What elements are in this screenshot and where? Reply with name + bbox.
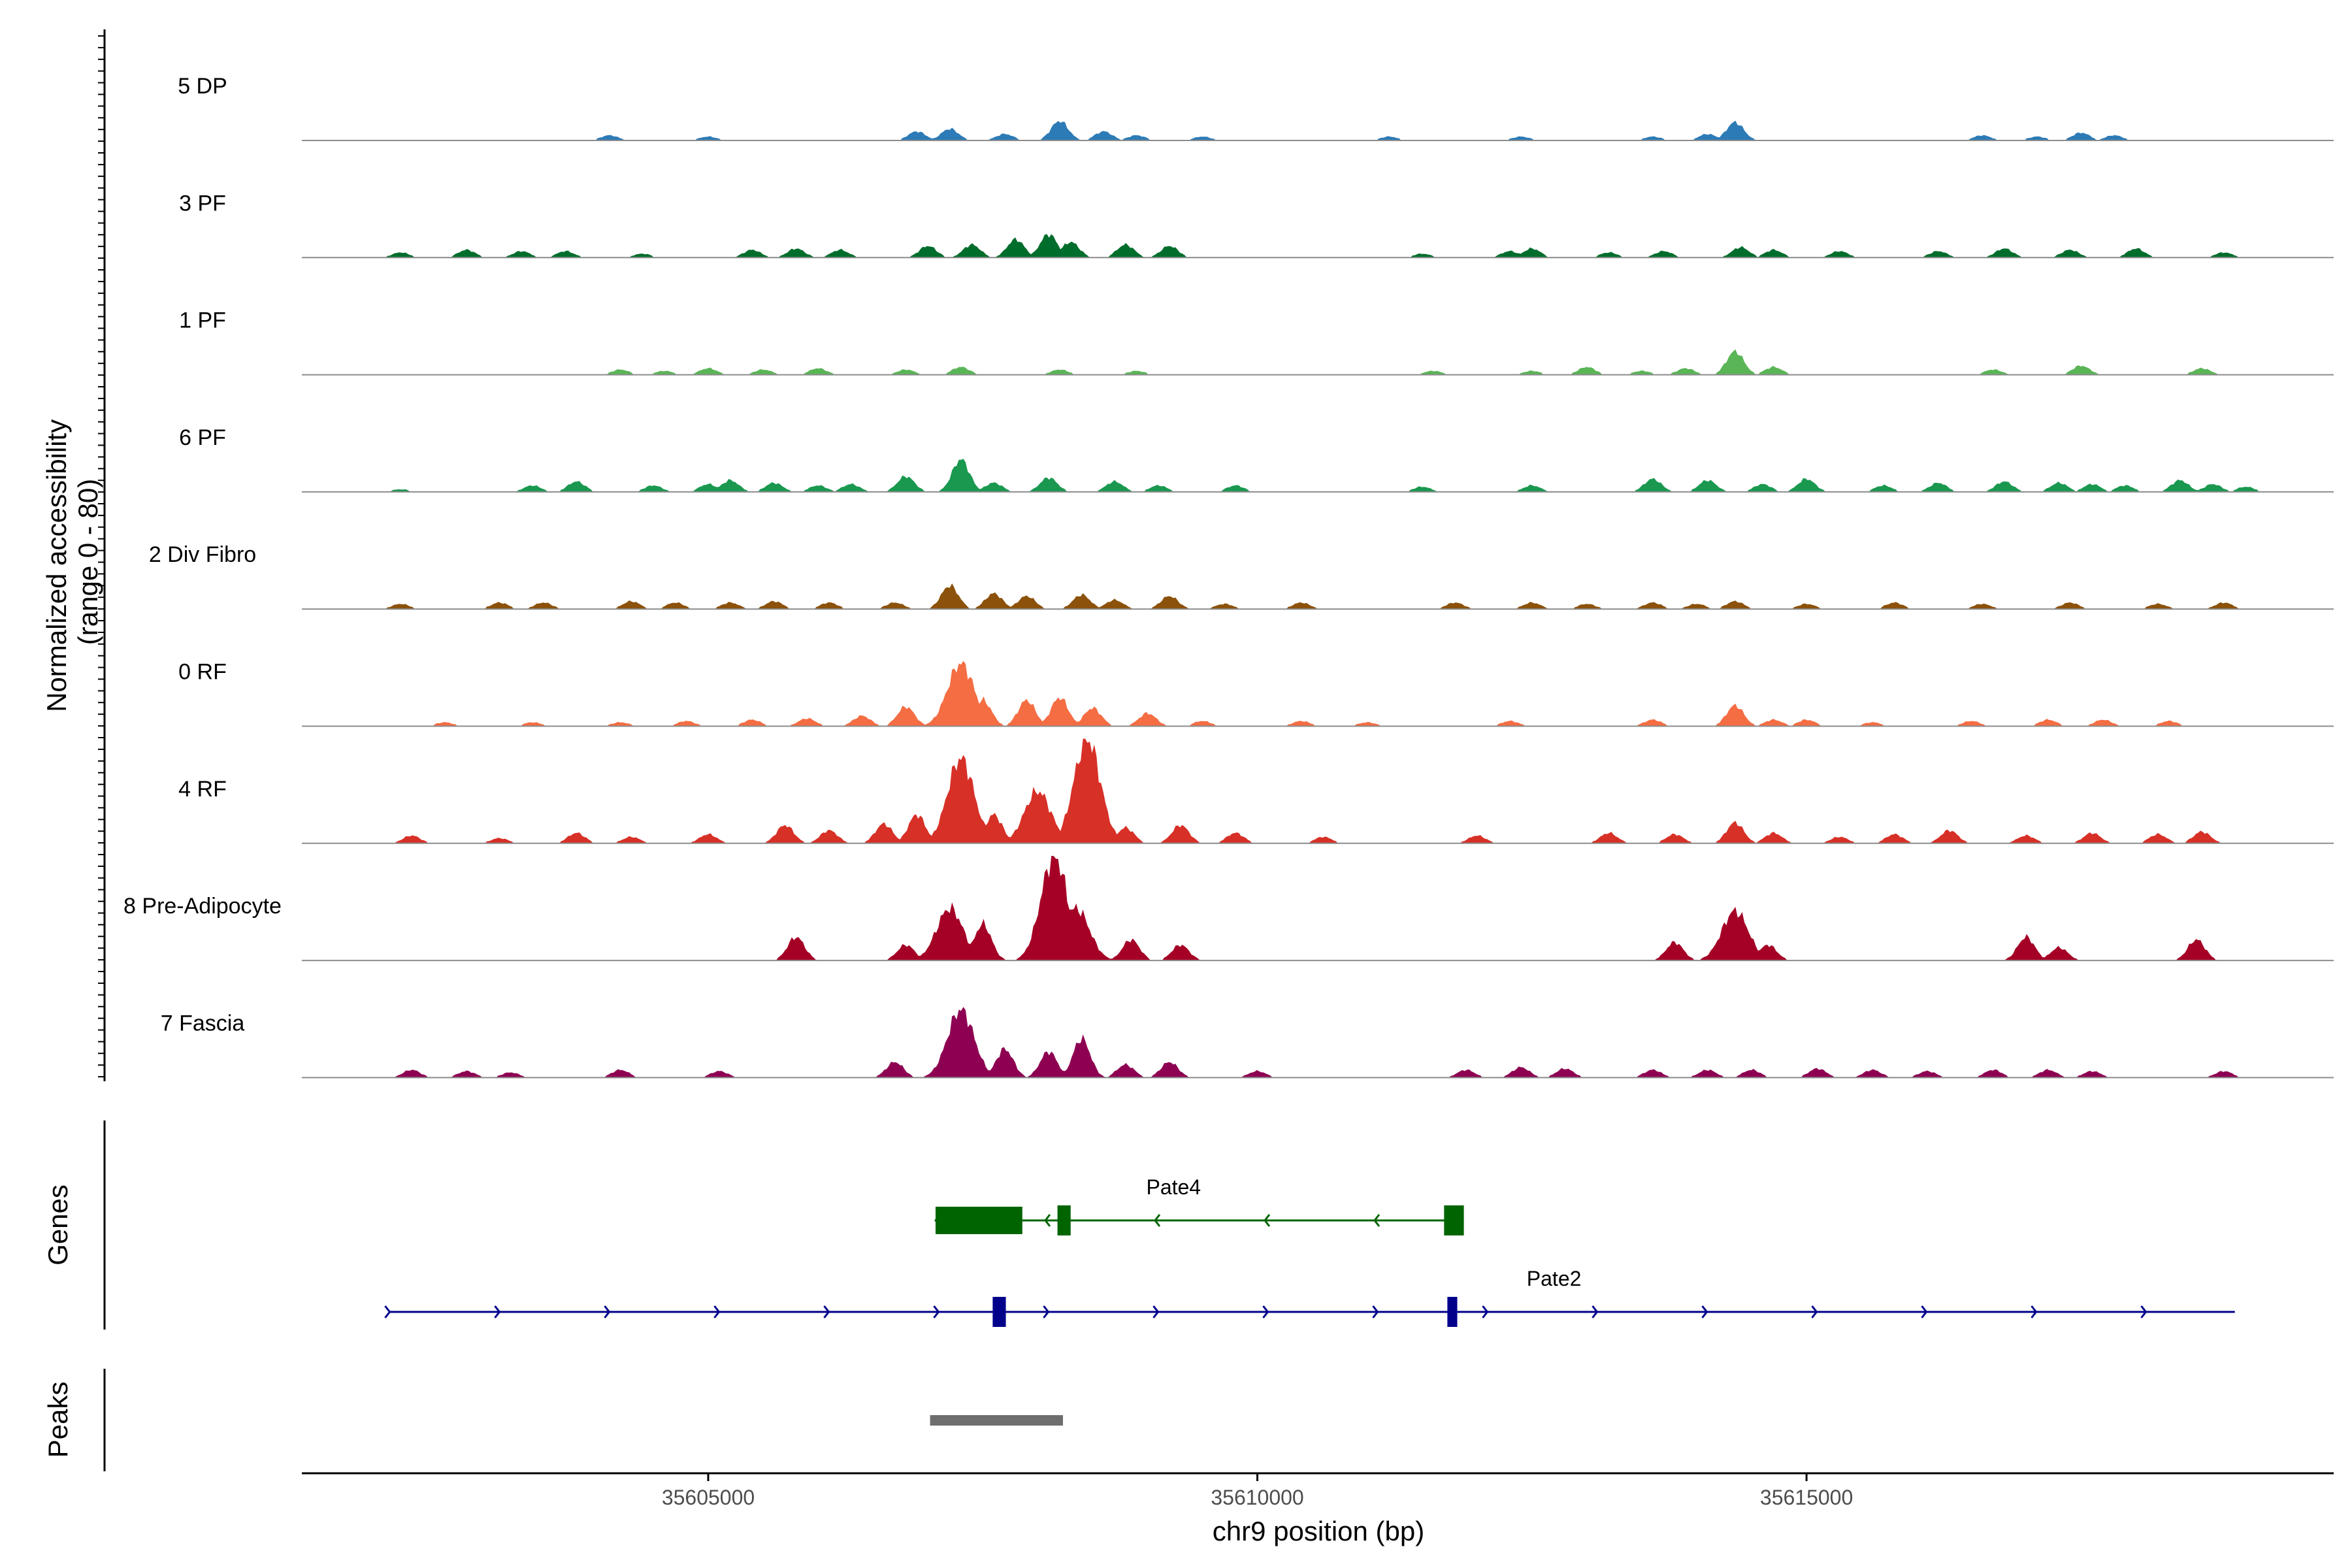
strand-arrow	[1921, 1305, 1928, 1318]
track-1-pf: 1 PF	[179, 308, 2334, 376]
strand-arrow	[494, 1305, 501, 1318]
strand-arrow	[1152, 1305, 1160, 1318]
track-label: 4 RF	[178, 777, 227, 802]
strand-arrow	[2031, 1305, 2038, 1318]
peaks-panel-title: Peaks	[42, 1382, 73, 1458]
coverage-area	[302, 459, 2334, 492]
coverage-area	[302, 856, 2334, 961]
gene-pate2: Pate2	[384, 1267, 2235, 1327]
strand-arrow	[1154, 1214, 1161, 1227]
gene-exon	[992, 1297, 1006, 1327]
gene-label: Pate2	[1527, 1267, 1582, 1290]
x-tick-label: 35605000	[662, 1486, 755, 1509]
track-label: 6 PF	[179, 425, 226, 450]
strand-arrow	[823, 1305, 830, 1318]
coverage-area	[302, 1007, 2334, 1078]
track-4-rf: 4 RF	[178, 738, 2334, 844]
x-axis: 35605000 35610000 35615000	[302, 1472, 2334, 1509]
track-2-div-fibro: 2 Div Fibro	[149, 542, 2334, 610]
track-7-fascia: 7 Fascia	[161, 1007, 2334, 1079]
strand-arrow	[1372, 1305, 1379, 1318]
track-label: 0 RF	[178, 660, 227, 685]
coverage-area	[302, 120, 2334, 140]
strand-arrow	[1264, 1214, 1271, 1227]
track-label: 7 Fascia	[161, 1011, 245, 1036]
gene-label: Pate4	[1146, 1175, 1201, 1199]
coverage-area	[302, 738, 2334, 843]
track-label: 2 Div Fibro	[149, 542, 256, 567]
track-0-rf: 0 RF	[178, 660, 2334, 727]
gene-pate4: Pate4	[934, 1175, 1464, 1235]
track-label: 5 DP	[178, 74, 227, 99]
track-label: 1 PF	[179, 308, 226, 333]
strand-arrow	[933, 1305, 940, 1318]
x-tick-label: 35615000	[1760, 1486, 1853, 1509]
coverage-area	[302, 349, 2334, 375]
track-5-dp: 5 DP	[178, 74, 2334, 141]
coverage-area	[302, 583, 2334, 610]
strand-arrow	[384, 1305, 391, 1318]
gene-annotations: Pate4 Pate2	[384, 1175, 2235, 1327]
peak-region	[930, 1415, 1063, 1426]
strand-arrow	[713, 1305, 721, 1318]
track-3-pf: 3 PF	[179, 191, 2334, 259]
strand-arrow	[1592, 1305, 1599, 1318]
genes-panel-title: Genes	[42, 1184, 73, 1266]
gene-exon	[1444, 1205, 1464, 1235]
track-6-pf: 6 PF	[179, 425, 2334, 493]
gene-exon	[1057, 1205, 1071, 1235]
strand-arrow	[1043, 1305, 1050, 1318]
y-axis-title-line-1: Normalized accessibility	[41, 419, 72, 712]
track-label: 3 PF	[179, 191, 226, 216]
peak-regions	[930, 1415, 1063, 1426]
x-tick-label: 35610000	[1211, 1486, 1303, 1509]
strand-arrow	[1373, 1214, 1380, 1227]
strand-arrow	[1482, 1305, 1489, 1318]
y-axis-title: Normalized accessibility (range 0 - 80)	[41, 412, 103, 712]
strand-arrow	[604, 1305, 611, 1318]
strand-arrow	[1044, 1214, 1051, 1227]
gene-exon	[935, 1207, 1022, 1234]
strand-arrow	[1262, 1305, 1269, 1318]
strand-arrow	[2140, 1305, 2148, 1318]
strand-arrow	[1811, 1305, 1818, 1318]
coverage-y-axis	[98, 29, 106, 1081]
track-8-pre-adipocyte: 8 Pre-Adipocyte	[123, 856, 2334, 962]
coverage-tracks: 5 DP 3 PF 1 PF 6 PF 2 Div Fibro 0 RF 4 RF 8 Pre…	[123, 74, 2334, 1079]
track-label: 8 Pre-Adipocyte	[123, 894, 282, 919]
strand-arrow	[1701, 1305, 1708, 1318]
coverage-area	[302, 234, 2334, 258]
x-axis-title: chr9 position (bp)	[1213, 1516, 1425, 1546]
coverage-area	[302, 661, 2334, 727]
gene-exon	[1447, 1297, 1458, 1327]
